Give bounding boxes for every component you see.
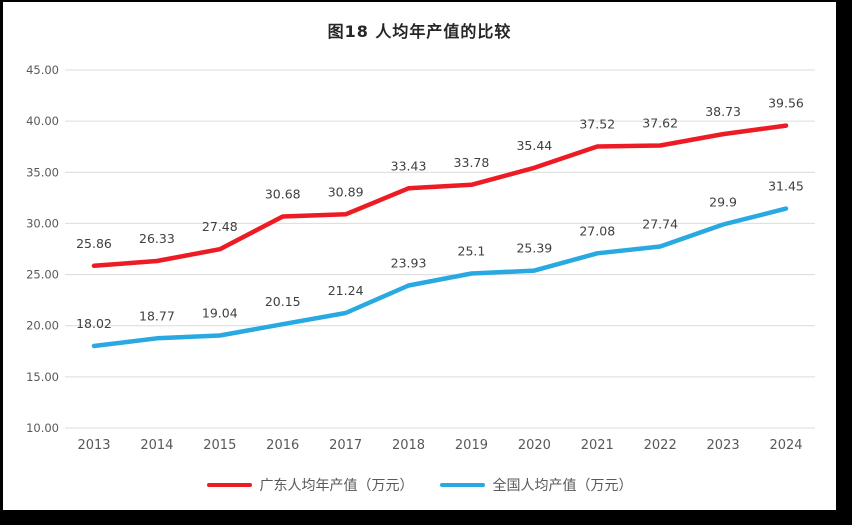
series-line-0	[91, 123, 789, 269]
data-point-label: 35.44	[516, 138, 552, 153]
data-point-label: 20.15	[265, 294, 301, 309]
data-point-label: 18.77	[139, 308, 175, 323]
x-axis-tick-label: 2018	[392, 438, 425, 453]
data-point-label: 27.48	[202, 219, 238, 234]
data-point-label: 37.62	[642, 115, 678, 130]
data-point-label: 31.45	[768, 179, 804, 194]
y-axis-tick-label: 45.00	[26, 63, 59, 77]
data-point-label: 18.02	[76, 316, 112, 331]
legend-label-guangdong: 广东人均年产值（万元）	[259, 478, 414, 494]
chart-title: 图18 人均年产值的比较	[327, 22, 512, 41]
line-chart-plot-area: 45.00 40.00 35.00 30.00 25.00 20.00 15.00 10.00…	[26, 63, 815, 453]
data-point-label: 33.43	[391, 158, 427, 173]
data-point-label: 26.33	[139, 231, 175, 246]
data-point-label: 25.86	[76, 236, 112, 251]
data-point-label: 30.89	[328, 184, 364, 199]
x-axis-tick-label: 2015	[203, 438, 236, 453]
data-point-label: 27.74	[642, 217, 678, 232]
legend-blue-line-swatch	[439, 482, 485, 488]
chart-canvas: 图18 人均年产值的比较 45.00 40.00 35.00 30.00 25.00 20…	[3, 2, 836, 510]
x-axis-tick-label: 2021	[581, 438, 614, 453]
y-axis-tick-label: 20.00	[26, 319, 59, 333]
legend-red-line-swatch	[206, 482, 252, 488]
legend-item-guangdong: 广东人均年产值（万元）	[206, 475, 414, 495]
data-point-label: 39.56	[768, 96, 804, 111]
data-point-label: 29.9	[709, 194, 737, 209]
x-axis-tick-label: 2022	[644, 438, 677, 453]
y-axis-tick-label: 15.00	[26, 370, 59, 384]
x-axis-tick-label: 2020	[518, 438, 551, 453]
data-point-label: 25.39	[516, 241, 552, 256]
data-point-label: 30.68	[265, 186, 301, 201]
data-point-label: 37.52	[579, 117, 615, 132]
data-point-label: 19.04	[202, 306, 238, 321]
x-axis-tick-label: 2013	[77, 438, 110, 453]
y-axis-tick-label: 10.00	[26, 421, 59, 435]
x-axis-tick-label: 2023	[707, 438, 740, 453]
x-axis-tick-label: 2017	[329, 438, 362, 453]
data-point-label: 33.78	[454, 155, 490, 170]
legend-label-national: 全国人均产值（万元）	[492, 478, 633, 494]
x-axis-tick-label: 2024	[769, 438, 802, 453]
y-axis-tick-label: 25.00	[26, 268, 59, 282]
data-point-label: 25.1	[458, 244, 486, 259]
x-axis-tick-label: 2019	[455, 438, 488, 453]
data-point-label: 23.93	[391, 256, 427, 271]
series-line-1	[91, 206, 789, 349]
y-axis-tick-label: 30.00	[26, 216, 59, 230]
chart-legend: 广东人均年产值（万元） 全国人均产值（万元）	[3, 475, 836, 495]
legend-item-national: 全国人均产值（万元）	[439, 475, 633, 495]
y-axis-tick-label: 40.00	[26, 114, 59, 128]
y-axis-tick-label: 35.00	[26, 165, 59, 179]
data-point-label: 38.73	[705, 104, 741, 119]
x-axis-tick-label: 2016	[266, 438, 299, 453]
x-axis-tick-label: 2014	[140, 438, 173, 453]
data-point-label: 27.08	[579, 223, 615, 238]
data-point-label: 21.24	[328, 283, 364, 298]
